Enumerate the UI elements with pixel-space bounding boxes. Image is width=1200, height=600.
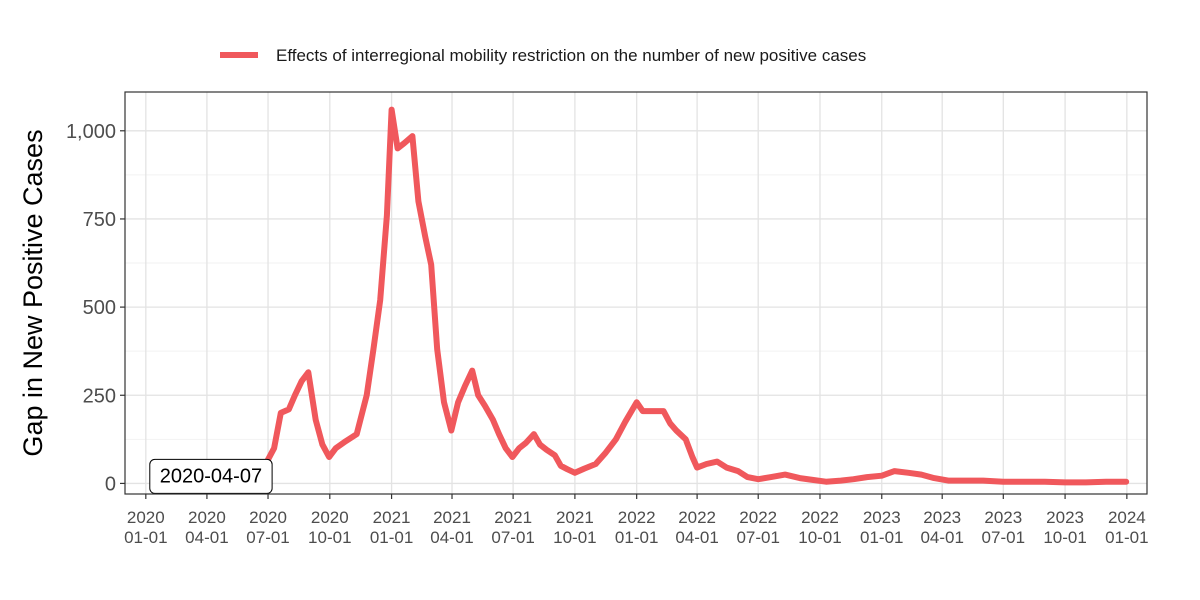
x-tick-label: 2023 10-01	[1043, 508, 1086, 547]
x-tick-label: 2020 10-01	[308, 508, 351, 547]
annotation-layer: 2020-04-07	[149, 458, 273, 494]
plot-border	[124, 91, 1148, 495]
x-tick-label: 2023 07-01	[982, 508, 1025, 547]
y-tick-label: 1,000	[66, 121, 116, 143]
grid	[125, 92, 1147, 494]
x-tick-label: 2023 01-01	[860, 508, 903, 547]
x-tick-label: 2023 04-01	[920, 508, 963, 547]
x-tick-label: 2021 10-01	[553, 508, 596, 547]
x-tick-label: 2021 04-01	[430, 508, 473, 547]
series-layer	[203, 106, 1130, 494]
y-axis-label: Gap in New Positive Cases	[18, 129, 48, 456]
annotation-label: 2020-04-07	[149, 458, 273, 494]
plot-panel	[125, 92, 1147, 494]
x-tick-label: 2024 01-01	[1105, 508, 1148, 547]
x-tick-label: 2022 10-01	[798, 508, 841, 547]
series-line	[203, 106, 1130, 494]
x-tick-label: 2022 07-01	[736, 508, 779, 547]
x-tick-label: 2020 07-01	[246, 508, 289, 547]
x-axis: 2020 01-01 2020 04-01 2020 07-01 2020 10-01 2021…	[124, 494, 1149, 547]
x-tick-label: 2021 07-01	[491, 508, 534, 547]
x-tick-label: 2022 04-01	[675, 508, 718, 547]
legend: Effects of interregional mobility restri…	[220, 46, 866, 65]
legend-label: Effects of interregional mobility restri…	[276, 46, 866, 65]
y-tick-label: 750	[83, 209, 116, 231]
x-tick-label: 2020 01-01	[124, 508, 167, 547]
annotation-text: 2020-04-07	[160, 465, 262, 487]
y-tick-label: 0	[105, 473, 116, 495]
x-tick-label: 2020 04-01	[185, 508, 228, 547]
y-tick-label: 500	[83, 297, 116, 319]
y-axis: 0 250 500 750 1,000	[66, 121, 125, 495]
x-tick-label: 2022 01-01	[615, 508, 658, 547]
y-tick-label: 250	[83, 385, 116, 407]
x-tick-label: 2021 01-01	[370, 508, 413, 547]
